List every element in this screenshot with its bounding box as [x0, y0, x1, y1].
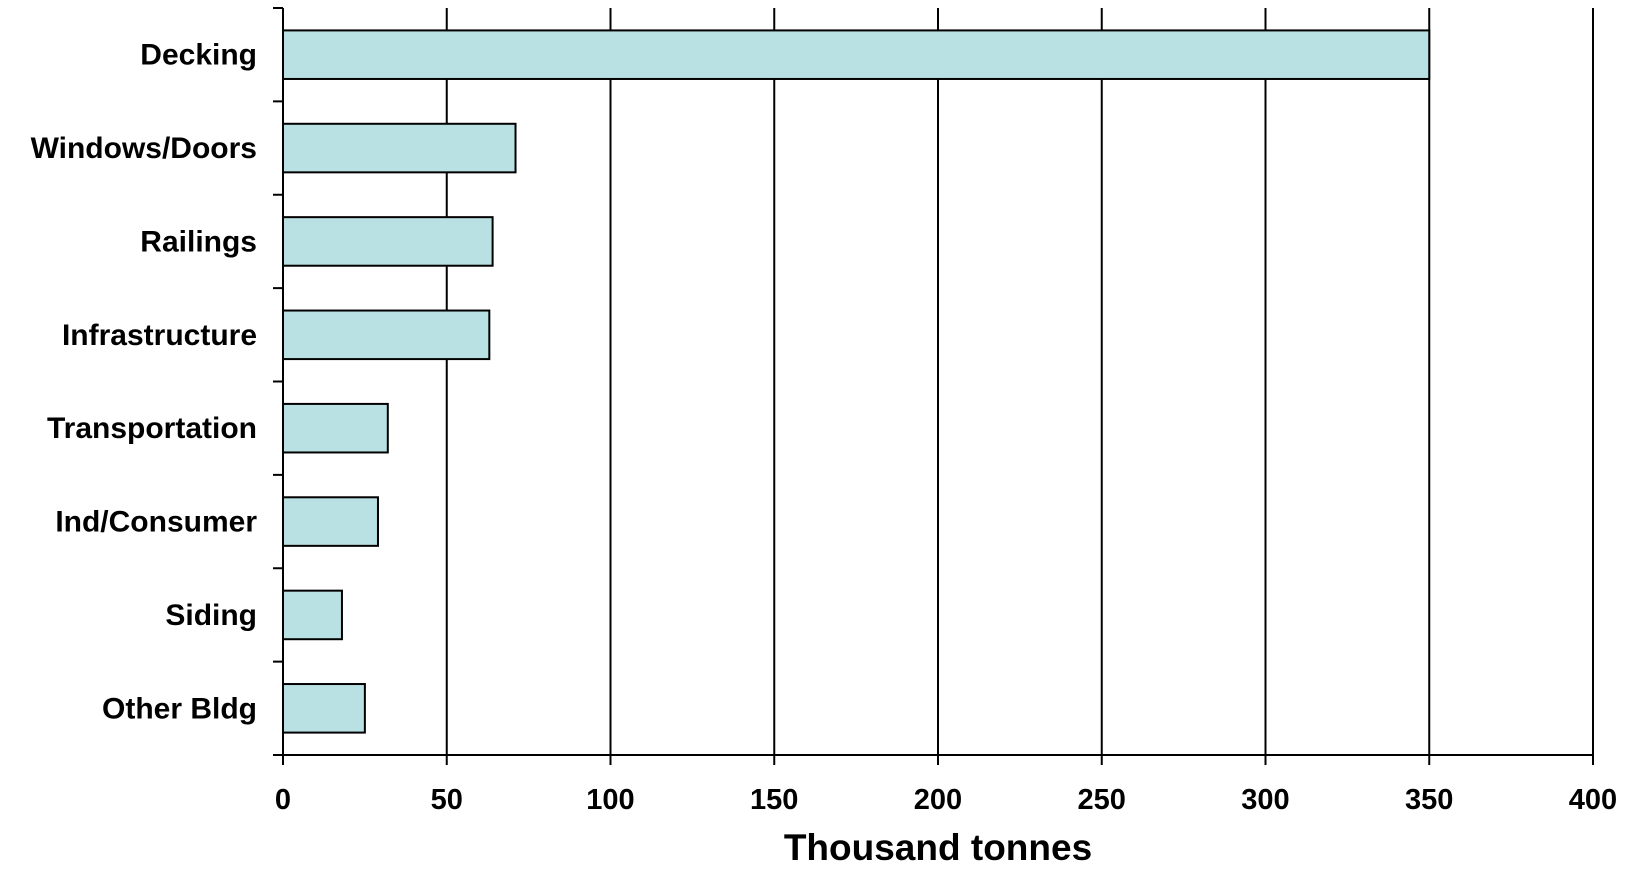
axes — [273, 7, 1594, 765]
x-tick-label: 250 — [1078, 784, 1126, 816]
x-tick-labels: 0 50 100 150 200 250 300 350 400 — [275, 784, 1617, 816]
category-label: Infrastructure — [62, 319, 257, 352]
x-tick-label: 100 — [586, 784, 634, 816]
x-tick-label: 350 — [1405, 784, 1453, 816]
x-axis-title: Thousand tonnes — [784, 827, 1092, 868]
bar-ind-consumer — [282, 496, 379, 547]
bars — [282, 29, 1431, 734]
category-label: Other Bldg — [102, 692, 257, 725]
bar-railings — [282, 216, 494, 267]
category-label: Transportation — [47, 412, 257, 445]
bar-infrastructure — [282, 309, 491, 361]
gridlines — [445, 8, 1594, 755]
bar-windows-doors — [282, 122, 517, 174]
bar-other-bldg — [282, 683, 366, 734]
x-tick-label: 150 — [750, 784, 798, 816]
bar-transportation — [282, 402, 389, 454]
category-label: Siding — [165, 599, 257, 632]
bar-decking — [282, 29, 1431, 80]
category-label: Ind/Consumer — [55, 506, 257, 539]
x-tick-label: 400 — [1569, 784, 1617, 816]
category-label: Windows/Doors — [31, 132, 257, 165]
x-tick-label: 300 — [1241, 784, 1289, 816]
category-label: Railings — [140, 225, 257, 258]
category-labels: Decking Windows/Doors Railings Infrastructu… — [31, 39, 258, 726]
bar-siding — [282, 589, 343, 641]
x-tick-label: 0 — [275, 784, 291, 816]
x-tick-label: 200 — [914, 784, 962, 816]
x-tick-label: 50 — [431, 784, 463, 816]
category-label: Decking — [140, 39, 257, 72]
